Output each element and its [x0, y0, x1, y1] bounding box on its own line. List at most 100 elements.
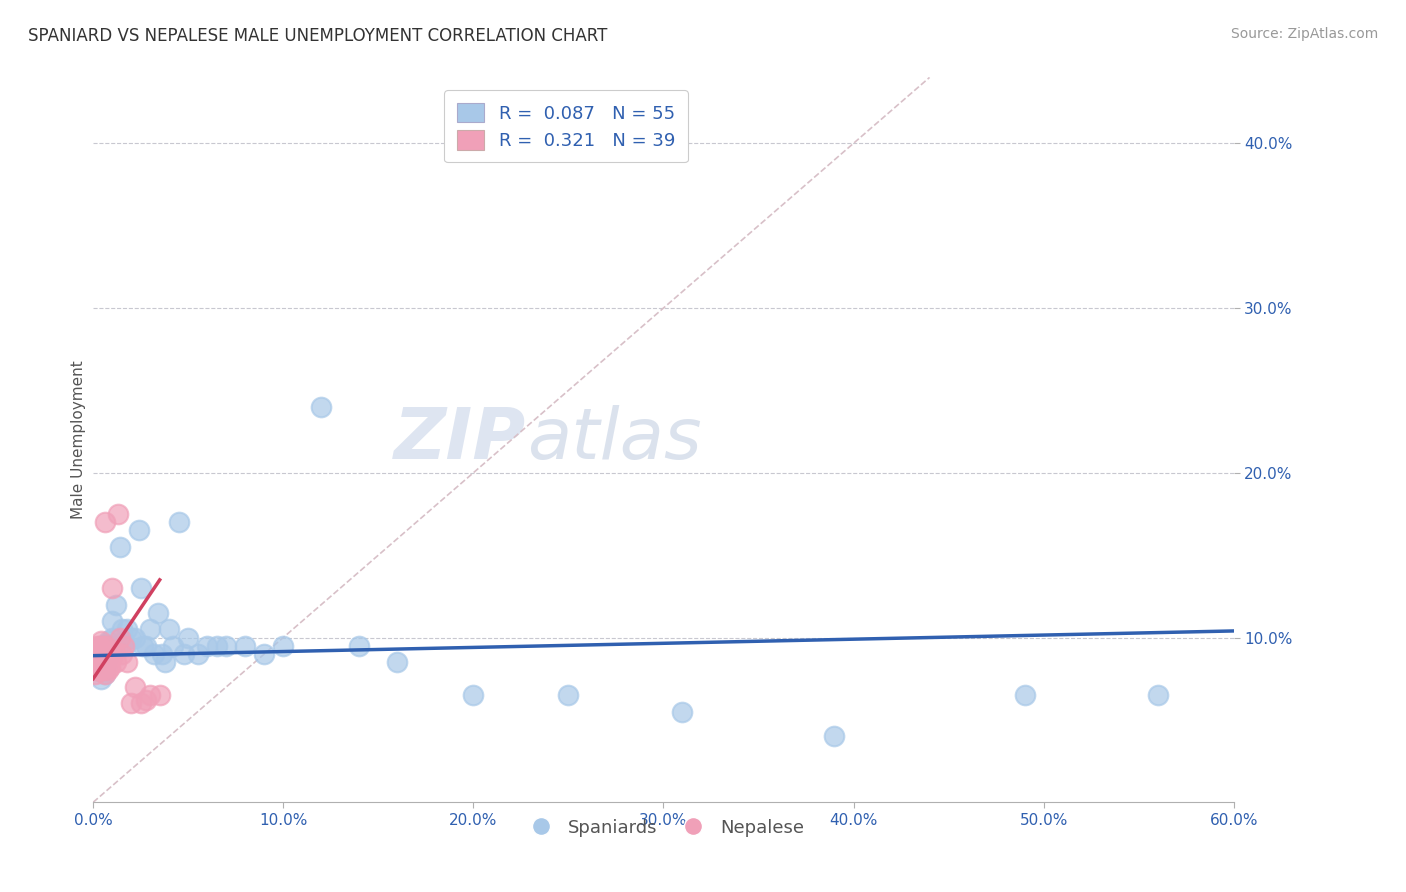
Point [91, 650, 114, 665]
Point [557, 688, 579, 702]
Point [104, 655, 127, 669]
Point [311, 400, 333, 414]
Point [128, 524, 150, 538]
Point [93, 515, 115, 529]
Point [824, 730, 846, 744]
Point [103, 643, 125, 657]
Point [86, 655, 108, 669]
Point [98, 660, 121, 674]
Point [187, 647, 209, 661]
Point [90, 639, 112, 653]
Point [96, 637, 118, 651]
Point [139, 688, 162, 702]
Point [114, 639, 136, 653]
Point [177, 631, 200, 645]
Point [253, 647, 276, 661]
Point [86, 639, 108, 653]
Point [91, 639, 114, 653]
Point [97, 647, 120, 661]
Point [90, 660, 112, 674]
Point [149, 688, 172, 702]
Point [146, 606, 169, 620]
Point [112, 639, 135, 653]
Point [124, 680, 146, 694]
Point [87, 664, 110, 678]
Point [112, 633, 135, 648]
Point [93, 643, 115, 657]
Point [120, 697, 142, 711]
Point [84, 660, 107, 674]
Point [150, 647, 173, 661]
Point [111, 647, 134, 661]
Point [108, 631, 131, 645]
Point [135, 639, 157, 653]
Point [101, 650, 124, 665]
Point [463, 688, 485, 702]
Point [86, 664, 108, 678]
Point [93, 666, 115, 681]
Point [87, 650, 110, 665]
Point [1014, 688, 1036, 702]
Text: atlas: atlas [527, 405, 702, 475]
Point [87, 647, 110, 661]
Point [1146, 688, 1168, 702]
Point [111, 622, 134, 636]
Point [139, 622, 162, 636]
Point [117, 622, 139, 636]
Point [107, 507, 129, 521]
Point [90, 672, 112, 686]
Point [162, 639, 184, 653]
Point [387, 655, 409, 669]
Point [84, 643, 107, 657]
Point [215, 639, 238, 653]
Point [233, 639, 256, 653]
Point [129, 697, 152, 711]
Point [97, 664, 120, 678]
Point [90, 647, 112, 661]
Point [131, 639, 153, 653]
Point [167, 515, 190, 529]
Point [124, 631, 146, 645]
Y-axis label: Male Unemployment: Male Unemployment [72, 360, 86, 519]
Point [98, 639, 121, 653]
Point [84, 666, 107, 681]
Point [104, 598, 127, 612]
Point [101, 581, 124, 595]
Point [96, 660, 118, 674]
Point [135, 693, 157, 707]
Point [91, 650, 114, 665]
Point [349, 639, 371, 653]
Point [97, 633, 120, 648]
Point [155, 655, 177, 669]
Point [195, 639, 218, 653]
Point [96, 639, 118, 653]
Point [173, 647, 195, 661]
Point [271, 639, 294, 653]
Point [101, 631, 124, 645]
Text: SPANIARD VS NEPALESE MALE UNEMPLOYMENT CORRELATION CHART: SPANIARD VS NEPALESE MALE UNEMPLOYMENT C… [28, 27, 607, 45]
Point [87, 655, 110, 669]
Point [101, 614, 124, 628]
Point [671, 705, 693, 719]
Point [205, 639, 228, 653]
Point [143, 647, 166, 661]
Point [91, 664, 114, 678]
Legend: Spaniards, Nepalese: Spaniards, Nepalese [515, 812, 811, 844]
Point [90, 633, 112, 648]
Text: ZIP: ZIP [394, 405, 527, 475]
Point [108, 540, 131, 554]
Point [87, 639, 110, 653]
Point [93, 666, 115, 681]
Point [117, 655, 139, 669]
Point [96, 655, 118, 669]
Point [120, 631, 142, 645]
Point [91, 664, 114, 678]
Point [157, 622, 180, 636]
Point [86, 664, 108, 678]
Point [91, 639, 114, 653]
Point [86, 647, 108, 661]
Text: Source: ZipAtlas.com: Source: ZipAtlas.com [1230, 27, 1378, 41]
Point [129, 581, 152, 595]
Point [97, 650, 120, 665]
Point [93, 643, 115, 657]
